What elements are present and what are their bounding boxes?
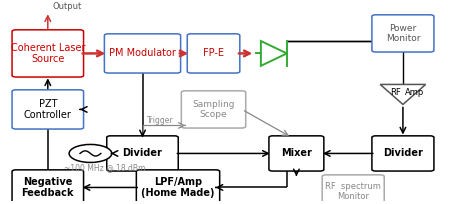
FancyBboxPatch shape (107, 136, 178, 171)
FancyBboxPatch shape (181, 91, 245, 128)
Text: Trigger: Trigger (147, 116, 173, 125)
FancyBboxPatch shape (187, 34, 239, 73)
FancyBboxPatch shape (12, 30, 83, 77)
Text: Coherent Laser
Source: Coherent Laser Source (10, 43, 85, 64)
FancyBboxPatch shape (371, 15, 433, 52)
Text: PM Modulator: PM Modulator (109, 48, 176, 58)
Circle shape (69, 144, 111, 162)
Text: Power
Monitor: Power Monitor (385, 24, 419, 43)
Text: LPF/Amp
(Home Made): LPF/Amp (Home Made) (141, 177, 214, 198)
Text: RF: RF (389, 88, 400, 97)
Text: Sampling
Scope: Sampling Scope (192, 100, 234, 119)
Polygon shape (260, 41, 286, 66)
Text: PZT
Controller: PZT Controller (24, 99, 71, 120)
Text: FP-E: FP-E (203, 48, 224, 58)
Polygon shape (379, 84, 425, 104)
Text: Divider: Divider (382, 149, 422, 159)
Text: ~100 MHz @ 18 dBm: ~100 MHz @ 18 dBm (64, 163, 146, 172)
FancyBboxPatch shape (371, 136, 433, 171)
Text: Mixer: Mixer (280, 149, 311, 159)
FancyBboxPatch shape (136, 170, 219, 204)
Text: Negative
Feedback: Negative Feedback (21, 177, 74, 198)
FancyBboxPatch shape (268, 136, 323, 171)
FancyBboxPatch shape (321, 175, 383, 204)
FancyBboxPatch shape (12, 90, 83, 129)
FancyBboxPatch shape (104, 34, 180, 73)
Text: Divider: Divider (122, 149, 162, 159)
FancyBboxPatch shape (12, 170, 83, 204)
Text: RF  spectrum
Monitor: RF spectrum Monitor (325, 182, 380, 201)
Text: Output: Output (52, 2, 81, 11)
Text: Amp: Amp (405, 88, 424, 97)
